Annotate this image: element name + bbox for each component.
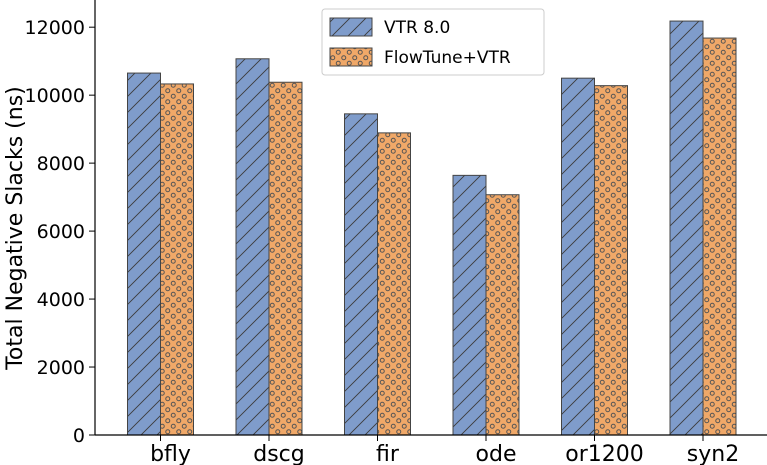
bar-flowtune-ode — [485, 194, 520, 436]
x-tick-label-bfly: bfly — [150, 442, 191, 465]
bars-group — [127, 20, 737, 436]
y-tick-label: 4000 — [37, 289, 85, 311]
x-tick-label-or1200: or1200 — [565, 442, 644, 465]
legend-swatch-vtr — [329, 17, 373, 37]
bar-vtr-or1200 — [561, 77, 595, 436]
y-tick-label: 10000 — [25, 85, 85, 107]
bar-vtr-ode — [452, 174, 487, 436]
x-tick-label-ode: ode — [476, 442, 517, 465]
bar-flowtune-bfly — [160, 83, 194, 436]
legend-swatch-flowtune — [329, 47, 373, 67]
bar-vtr-fir — [344, 113, 378, 436]
y-axis-title: Total Negative Slacks (ns) — [3, 86, 28, 371]
y-tick-label: 6000 — [37, 221, 85, 243]
bar-flowtune-syn2 — [702, 37, 737, 436]
y-tick-label: 2000 — [37, 357, 85, 379]
x-tick-label-fir: fir — [376, 442, 400, 465]
y-tick-label: 0 — [73, 425, 85, 447]
x-tick-label-dscg: dscg — [253, 442, 305, 465]
legend-box — [321, 8, 545, 76]
bar-vtr-bfly — [127, 72, 161, 436]
bar-flowtune-dscg — [268, 81, 303, 436]
bar-flowtune-fir — [377, 132, 411, 436]
legend: VTR 8.0 FlowTune+VTR — [321, 8, 545, 76]
x-tick-label-syn2: syn2 — [687, 442, 739, 465]
y-tick-label: 12000 — [25, 17, 85, 39]
bar-vtr-dscg — [235, 58, 270, 436]
legend-label-vtr: VTR 8.0 — [384, 18, 450, 38]
legend-label-flowtune: FlowTune+VTR — [384, 48, 511, 68]
bar-flowtune-or1200 — [594, 85, 628, 436]
x-ticks-group: bfly dscg fir ode or1200 syn2 — [150, 435, 739, 465]
plot-area: 0 2000 4000 6000 8000 10000 12000 bfly dscg fir o… — [25, 0, 767, 465]
y-ticks-group: 0 2000 4000 6000 8000 10000 12000 — [25, 17, 95, 447]
y-tick-label: 8000 — [37, 153, 85, 175]
bar-vtr-syn2 — [669, 20, 704, 436]
